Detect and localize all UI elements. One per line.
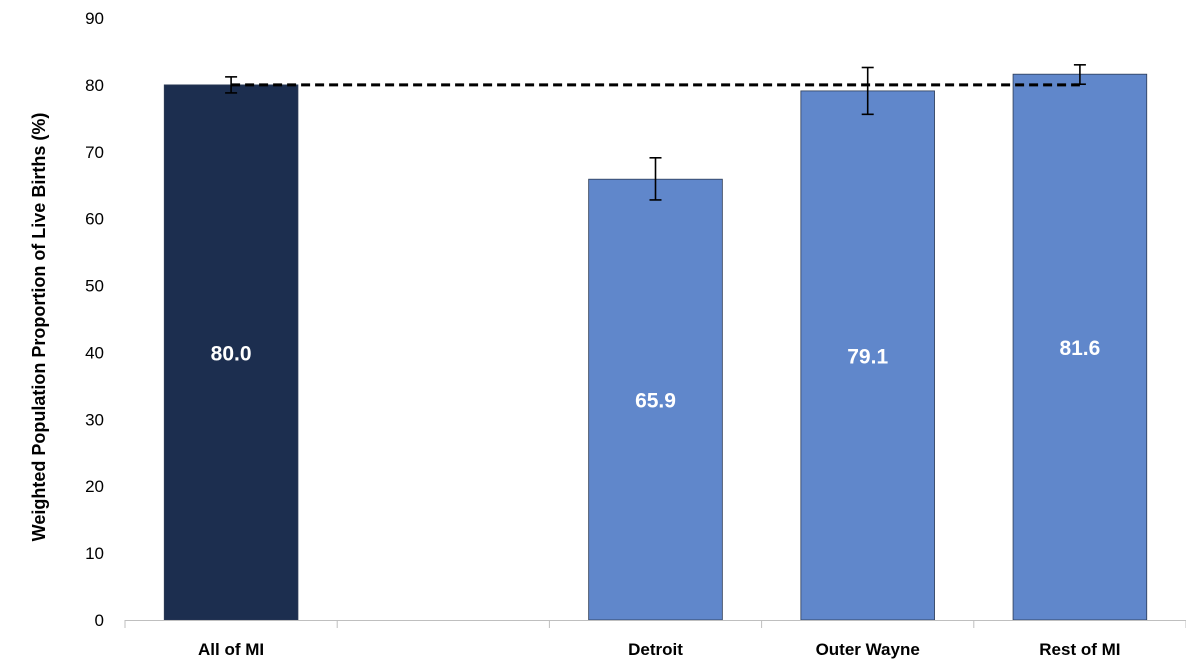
- y-tick-label: 90: [85, 9, 104, 28]
- y-tick-label: 80: [85, 76, 104, 95]
- x-category-label: All of MI: [198, 640, 264, 659]
- error-bar: [861, 66, 874, 116]
- y-tick-label: 0: [95, 611, 104, 630]
- bar: [163, 84, 299, 621]
- data-label: 80.0: [211, 342, 252, 365]
- x-category-label: Rest of MI: [1039, 640, 1120, 659]
- y-tick-label: 50: [85, 277, 104, 296]
- x-category-label: Outer Wayne: [816, 640, 920, 659]
- bar: [1012, 73, 1148, 621]
- y-tick-label: 60: [85, 210, 104, 229]
- x-category-label: Detroit: [628, 640, 683, 659]
- data-label: 79.1: [847, 345, 888, 368]
- bar: [588, 178, 723, 621]
- y-tick-label: 10: [85, 544, 104, 563]
- data-label: 65.9: [635, 390, 676, 413]
- y-axis-title: Weighted Population Proportion of Live B…: [29, 113, 49, 542]
- x-axis: All of MI Detroit Outer Wayne Rest of MI: [124, 620, 1186, 659]
- data-label: 81.6: [1059, 337, 1100, 360]
- y-tick-label: 30: [85, 410, 104, 429]
- error-bars: [225, 64, 1086, 201]
- y-tick-label: 20: [85, 477, 104, 496]
- error-bar: [649, 156, 662, 201]
- y-tick-label: 40: [85, 343, 104, 362]
- bars: [163, 73, 1148, 621]
- data-labels: 80.0 65.9 79.1 81.6: [211, 337, 1101, 413]
- y-axis-ticks: 0 10 20 30 40 50 60 70 80 90: [85, 9, 104, 630]
- y-tick-label: 70: [85, 143, 104, 162]
